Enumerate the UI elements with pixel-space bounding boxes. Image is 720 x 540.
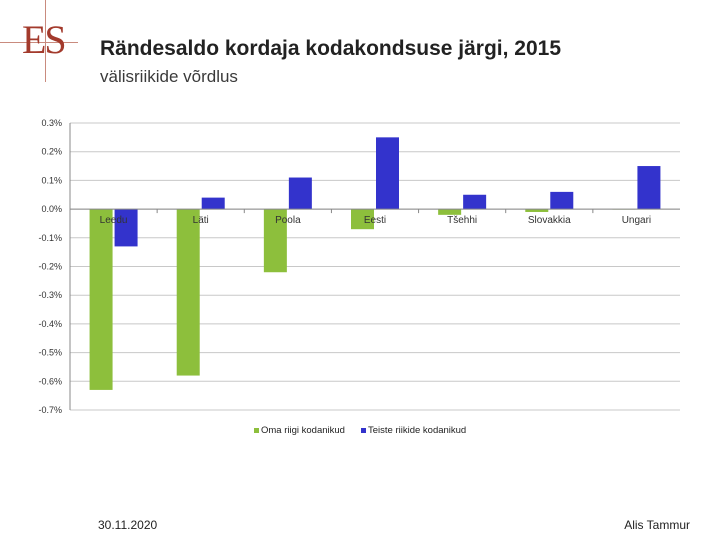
y-tick-label: -0.5% bbox=[38, 348, 62, 358]
legend-teiste-label: Teiste riikide kodanikud bbox=[368, 425, 466, 436]
es-logo: ES bbox=[22, 17, 67, 62]
category-label: Poola bbox=[275, 215, 301, 226]
y-tick-label: 0.1% bbox=[41, 175, 62, 185]
y-tick-label: -0.7% bbox=[38, 405, 62, 415]
legend-oma-label: Oma riigi kodanikud bbox=[261, 425, 345, 436]
category-label: Slovakkia bbox=[528, 215, 571, 226]
bar-oma-1 bbox=[176, 209, 200, 376]
category-label: Leedu bbox=[100, 215, 128, 226]
logo-line-vertical bbox=[45, 0, 46, 82]
category-label: Ungari bbox=[622, 215, 651, 226]
bar-teiste-2 bbox=[288, 177, 312, 210]
category-label: Eesti bbox=[364, 215, 386, 226]
category-label: Tšehhi bbox=[447, 215, 477, 226]
bar-teiste-0 bbox=[114, 209, 138, 247]
y-tick-label: 0.2% bbox=[41, 147, 62, 157]
legend-teiste-swatch bbox=[361, 428, 366, 433]
bar-oma-0 bbox=[89, 209, 113, 390]
footer-date: 30.11.2020 bbox=[98, 518, 158, 532]
bar-teiste-5 bbox=[550, 191, 574, 210]
footer-author: Alis Tammur bbox=[624, 518, 690, 532]
bar-oma-2 bbox=[263, 209, 287, 273]
bar-teiste-4 bbox=[463, 194, 487, 210]
bar-oma-3 bbox=[351, 209, 374, 230]
y-tick-label: 0.3% bbox=[41, 118, 62, 128]
y-tick-label: -0.1% bbox=[38, 233, 62, 243]
bar-oma-5 bbox=[525, 209, 549, 212]
y-tick-label: -0.6% bbox=[38, 376, 62, 386]
logo-text: ES bbox=[22, 17, 67, 62]
y-tick-label: 0.0% bbox=[41, 204, 62, 214]
bar-teiste-1 bbox=[201, 197, 225, 210]
bar-teiste-3 bbox=[376, 137, 399, 210]
y-tick-label: -0.3% bbox=[38, 290, 62, 300]
bar-oma-4 bbox=[438, 209, 462, 215]
category-label: Läti bbox=[193, 215, 209, 226]
bar-chart: 0.3% 0.2% 0.1% 0.0% -0.1% -0.2% -0.3% -0.4% -0.5… bbox=[38, 118, 680, 436]
legend-oma-swatch bbox=[254, 428, 259, 433]
logo-line-horizontal bbox=[0, 42, 78, 43]
y-tick-label: -0.4% bbox=[38, 319, 62, 329]
bar-teiste-6 bbox=[637, 166, 661, 210]
y-tick-label: -0.2% bbox=[38, 262, 62, 272]
page-title: Rändesaldo kordaja kodakondsuse järgi, 2… bbox=[100, 37, 562, 60]
page-subtitle: välisriikide võrdlus bbox=[100, 67, 238, 86]
